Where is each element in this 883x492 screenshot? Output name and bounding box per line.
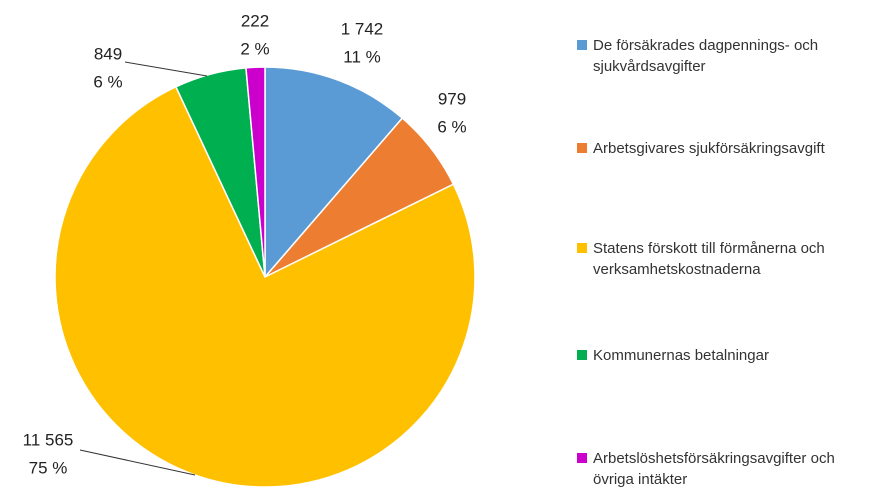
percent-label: 6 % [437,117,466,136]
value-label: 11 565 [23,430,74,449]
pie-slice [54,85,476,488]
percent-label: 11 % [343,47,381,66]
percent-label: 6 % [93,72,122,91]
legend-swatch [577,350,587,360]
legend-label: Arbetslöshetsförsäkringsavgifter och övr… [593,450,835,488]
percent-label: 75 % [29,458,68,477]
legend-swatch [577,143,587,153]
pie-slice [264,66,404,280]
leader-line [79,449,196,476]
legend-swatch [577,40,587,50]
pie-area: 1 742 11 % 979 6 % 11 565 75 % 849 6 % 222 2 % [23,11,476,488]
legend-item: Kommunernas betalningar [577,345,883,366]
legend-swatch [577,453,587,463]
value-label: 979 [438,89,466,108]
legend-item: De försäkrades dagpennings- och sjukvård… [577,35,883,77]
legend-swatch [577,243,587,253]
legend-label: Kommunernas betalningar [593,347,769,364]
pie-slice [245,66,266,278]
legend-item: Statens förskott till förmånerna och ver… [577,238,863,280]
value-label: 222 [241,11,269,30]
legend-item: Arbetslöshetsförsäkringsavgifter och övr… [577,448,873,490]
percent-label: 2 % [240,39,269,58]
legend-label: Arbetsgivares sjukförsäkringsavgift [593,140,825,157]
legend-label: Statens förskott till förmånerna och ver… [593,240,825,278]
value-label: 1 742 [341,19,384,38]
legend-item: Arbetsgivares sjukförsäkringsavgift [577,138,883,159]
leader-line [124,61,208,77]
legend-label: De försäkrades dagpennings- och sjukvård… [593,37,819,75]
value-label: 849 [94,44,122,63]
